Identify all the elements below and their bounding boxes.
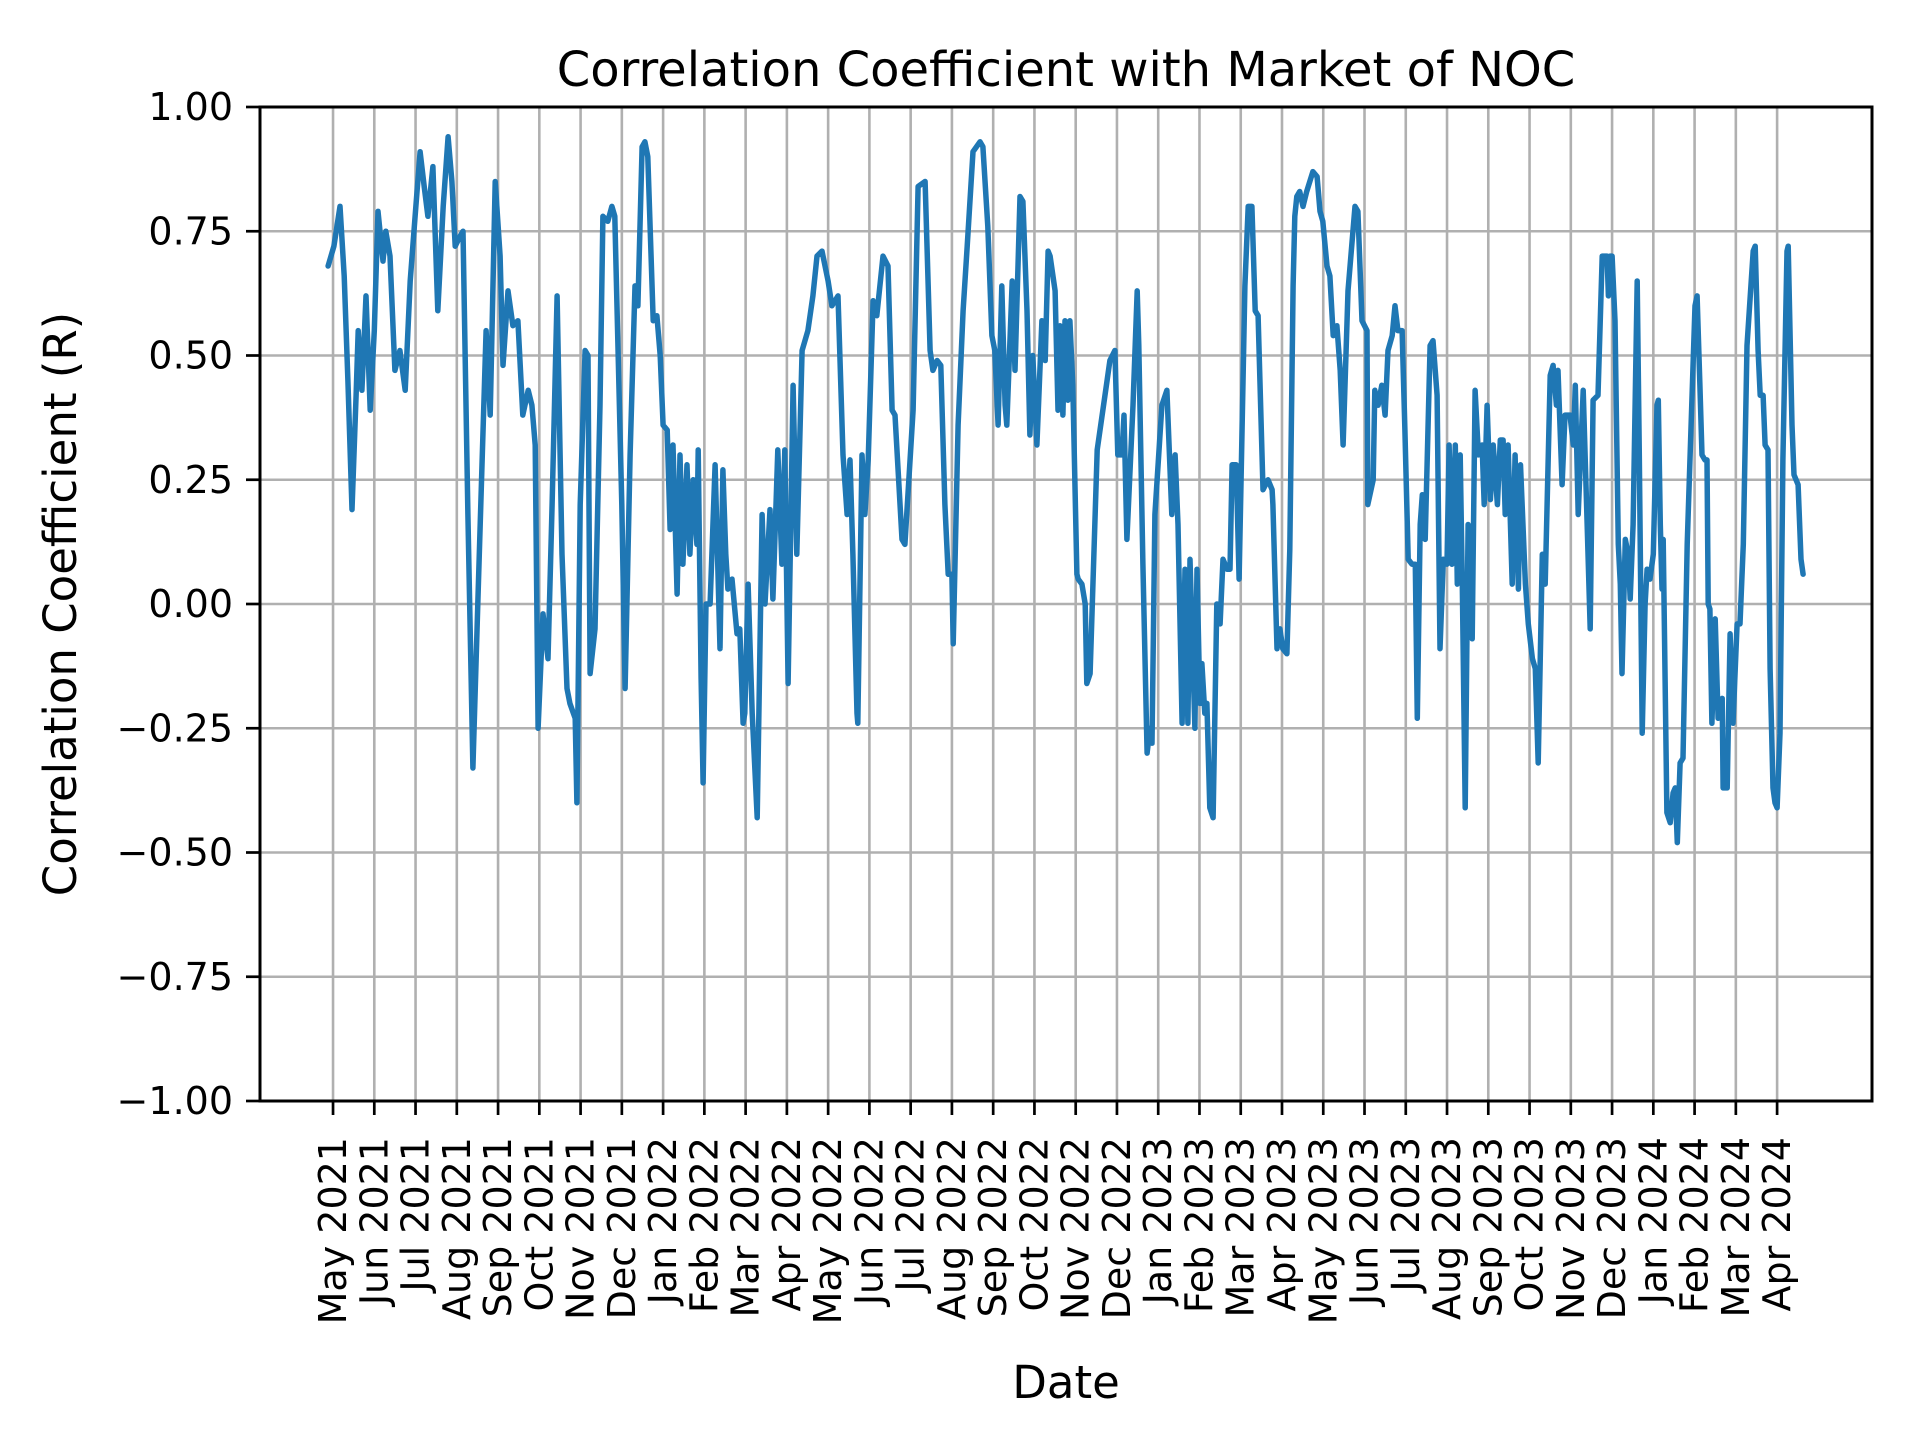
x-tick-label: May 2022 bbox=[806, 1137, 850, 1324]
y-tick-label: 0.75 bbox=[148, 209, 233, 253]
y-tick-label: −0.50 bbox=[117, 831, 233, 875]
x-tick-label: Mar 2024 bbox=[1714, 1137, 1758, 1317]
x-tick-label: Nov 2021 bbox=[559, 1137, 603, 1320]
x-tick-label: Jun 2021 bbox=[352, 1137, 396, 1307]
x-tick-label: Oct 2021 bbox=[517, 1137, 561, 1312]
y-tick-label: −0.75 bbox=[117, 955, 233, 999]
x-tick-label: Mar 2023 bbox=[1219, 1137, 1263, 1317]
x-tick-label: Jan 2023 bbox=[1136, 1137, 1180, 1306]
x-tick-label: Jul 2021 bbox=[394, 1137, 438, 1294]
x-tick-label: Jan 2024 bbox=[1631, 1137, 1675, 1306]
chart-title: Correlation Coefficient with Market of N… bbox=[557, 42, 1576, 98]
gridlines bbox=[260, 107, 1872, 1101]
correlation-series-line bbox=[325, 134, 1806, 846]
x-tick-label: Feb 2023 bbox=[1177, 1137, 1221, 1313]
x-tick-label: Feb 2022 bbox=[682, 1137, 726, 1313]
x-tick-label: Nov 2022 bbox=[1054, 1137, 1098, 1320]
x-tick-label: Sep 2023 bbox=[1466, 1137, 1510, 1317]
x-tick-label: Sep 2022 bbox=[971, 1137, 1015, 1317]
x-tick-label: Feb 2024 bbox=[1673, 1137, 1717, 1313]
x-tick-label: Dec 2021 bbox=[600, 1137, 644, 1319]
x-tick-label: Apr 2023 bbox=[1260, 1137, 1304, 1312]
y-tick-label: 0.25 bbox=[148, 458, 233, 502]
x-tick-label: Sep 2021 bbox=[476, 1137, 520, 1317]
x-tick-label: Jun 2023 bbox=[1343, 1137, 1387, 1307]
y-axis-label: Correlation Coefficient (R) bbox=[34, 312, 87, 896]
x-tick-label: Nov 2023 bbox=[1549, 1137, 1593, 1320]
y-tick-label: 0.00 bbox=[148, 582, 233, 626]
x-tick-label: Jan 2022 bbox=[641, 1137, 685, 1306]
x-tick-label: Apr 2022 bbox=[765, 1137, 809, 1312]
y-tick-label: 1.00 bbox=[148, 85, 233, 129]
x-tick-label: Aug 2021 bbox=[435, 1137, 479, 1320]
x-tick-label: Oct 2022 bbox=[1012, 1137, 1056, 1312]
y-tick-label: 0.50 bbox=[148, 334, 233, 378]
x-tick-label: Dec 2023 bbox=[1590, 1137, 1634, 1319]
x-tick-label: Mar 2022 bbox=[724, 1137, 768, 1317]
x-tick-label: Aug 2022 bbox=[930, 1137, 974, 1320]
x-tick-label: Dec 2022 bbox=[1095, 1137, 1139, 1319]
series-layer bbox=[325, 134, 1806, 846]
x-tick-label: Jul 2022 bbox=[889, 1137, 933, 1294]
y-tick-label: −1.00 bbox=[117, 1079, 233, 1123]
x-tick-label: Apr 2024 bbox=[1755, 1137, 1799, 1312]
x-axis-label: Date bbox=[1012, 1356, 1120, 1409]
x-tick-label: May 2023 bbox=[1301, 1137, 1345, 1324]
x-tick-label: Jul 2023 bbox=[1384, 1137, 1428, 1294]
x-tick-label: May 2021 bbox=[311, 1137, 355, 1324]
x-tick-label: Oct 2023 bbox=[1508, 1137, 1552, 1312]
y-tick-label: −0.25 bbox=[117, 706, 233, 750]
x-tick-label: Jun 2022 bbox=[847, 1137, 891, 1307]
axis-ticks bbox=[246, 105, 1779, 1115]
x-tick-label: Aug 2023 bbox=[1425, 1137, 1469, 1320]
